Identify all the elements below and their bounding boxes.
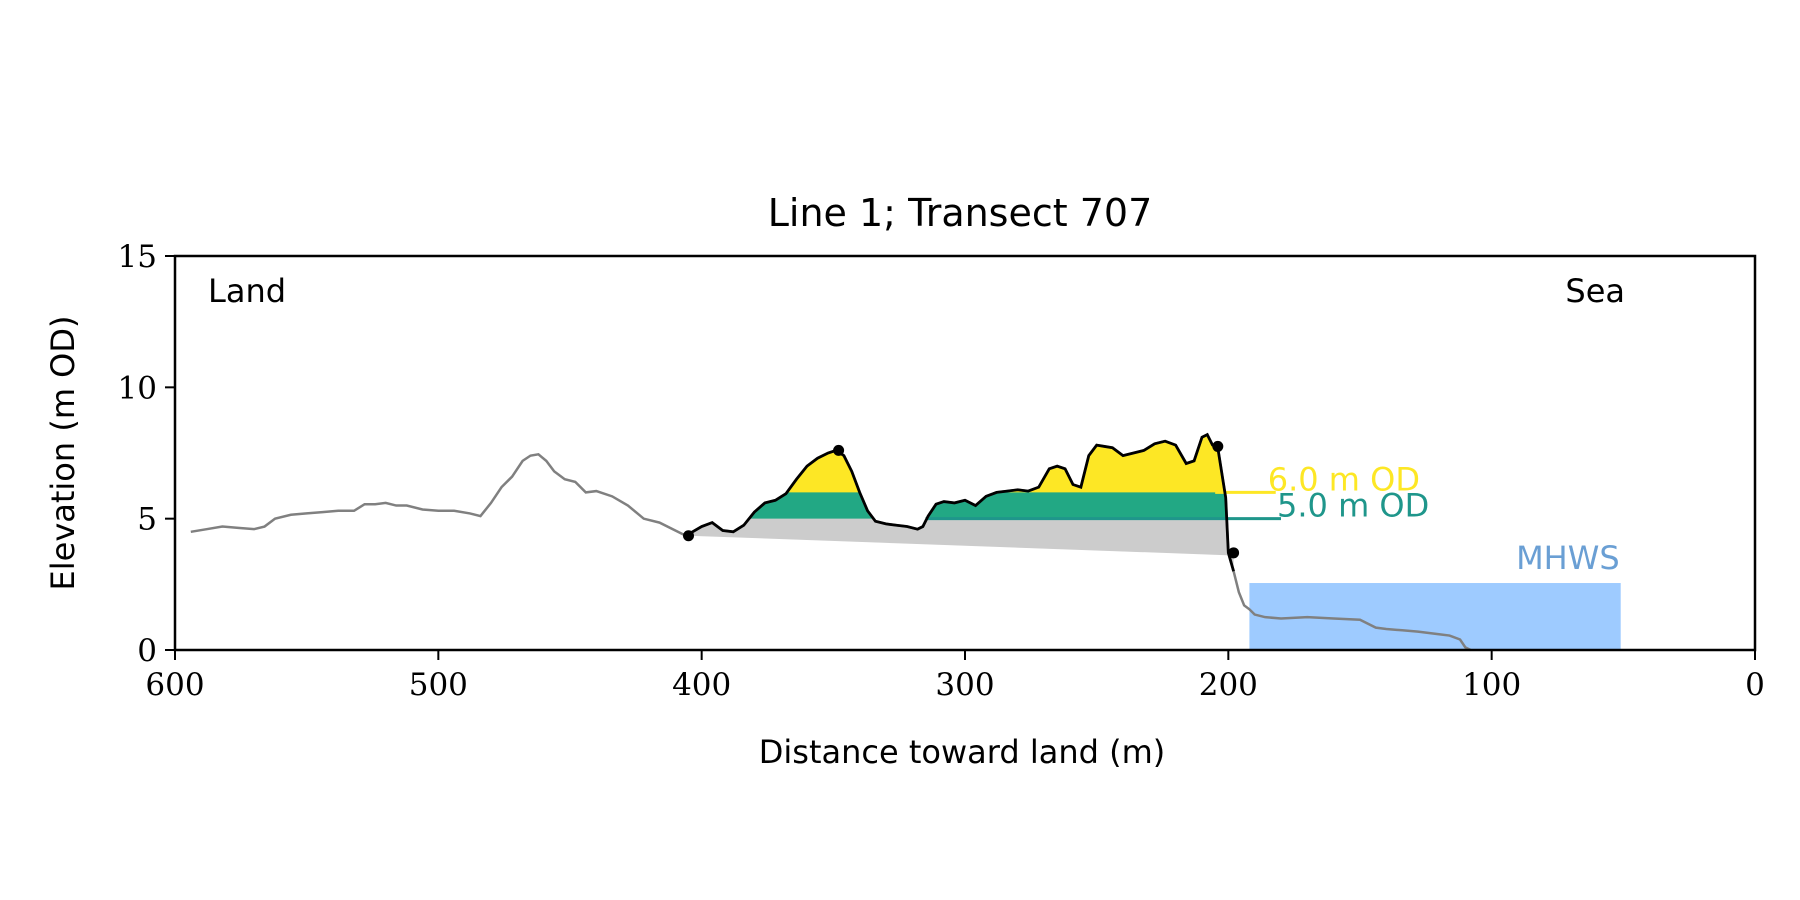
level-6-area xyxy=(787,434,1226,493)
x-tick-label: 200 xyxy=(1199,667,1258,703)
y-axis-label: Elevation (m OD) xyxy=(44,316,82,591)
level-5-label: 5.0 m OD xyxy=(1277,487,1429,525)
x-tick-label: 600 xyxy=(145,667,204,703)
mhws-label: MHWS xyxy=(1516,539,1620,577)
y-tick-label: 5 xyxy=(137,502,157,538)
level-6-label: 6.0 m OD xyxy=(1268,460,1420,498)
plot-area xyxy=(190,432,1621,652)
profile-marker xyxy=(683,530,694,542)
x-tick-label: 400 xyxy=(672,667,731,703)
x-tick-label: 300 xyxy=(935,667,994,703)
x-tick-label: 100 xyxy=(1462,667,1521,703)
land-label: Land xyxy=(208,272,286,310)
sea-label: Sea xyxy=(1565,272,1625,310)
profile-marker xyxy=(1228,547,1240,559)
analysed-profile-line xyxy=(687,432,1235,572)
y-tick-label: 0 xyxy=(137,633,157,669)
y-tick-label: 15 xyxy=(118,239,157,275)
profile-marker xyxy=(833,444,845,456)
profile-marker xyxy=(1212,440,1224,452)
x-axis-label: Distance toward land (m) xyxy=(759,733,1165,771)
x-tick-label: 500 xyxy=(409,667,468,703)
x-axis-ticks: 600 500 400 300 200 100 0 xyxy=(145,650,1765,703)
y-tick-label: 10 xyxy=(118,370,157,406)
y-axis-ticks: 0 5 10 15 xyxy=(118,239,175,669)
x-tick-label: 0 xyxy=(1745,667,1765,703)
chart-title: Line 1; Transect 707 xyxy=(768,191,1153,235)
